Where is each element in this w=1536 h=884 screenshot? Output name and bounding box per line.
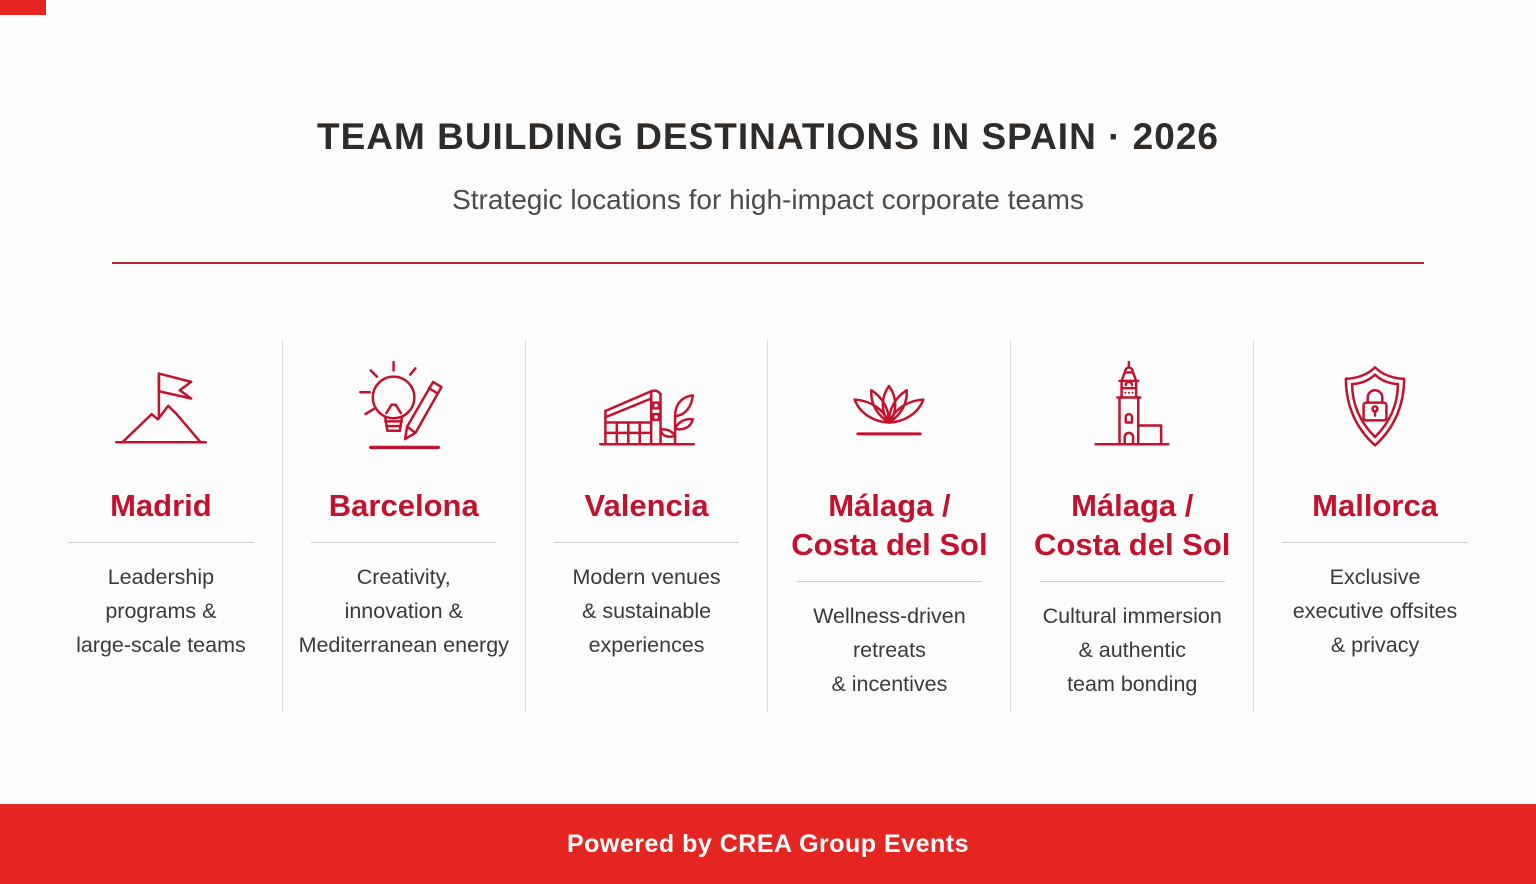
destination-name-divider (1282, 542, 1468, 544)
page-subtitle: Strategic locations for high-impact corp… (452, 184, 1084, 215)
destination-column: Barcelona Creativity, innovation & Mediter… (281, 340, 525, 712)
destination-column: Valencia Modern venues & sustainable exper… (524, 340, 768, 712)
footer-credit-text: Powered by CREA Group Events (566, 829, 970, 858)
destination-description: Creativity, innovation & Mediterranean ene… (298, 565, 509, 657)
destination-icon-box (776, 358, 1002, 464)
destinations-row: Madrid Leadership programs & large-scale t… (40, 340, 1496, 712)
destination-name-divider (1039, 581, 1225, 583)
destination-column: Mallorca Exclusive executive offsites & pr… (1253, 340, 1496, 712)
destination-column: Málaga / Costa del Sol Cultural immersion… (1010, 340, 1253, 712)
destination-icon-box (48, 358, 274, 464)
header: TEAM BUILDING DESTINATIONS IN SPAIN · 20… (0, 0, 1536, 216)
destination-icon-box (534, 358, 760, 464)
destination-name-divider (311, 542, 497, 544)
top-left-accent-mark (0, 0, 46, 15)
shield-lock-icon (1317, 359, 1433, 463)
destination-name-divider (796, 581, 982, 583)
destination-name: Mallorca (1312, 488, 1438, 523)
destination-name: Valencia (584, 488, 709, 523)
header-divider-rule (112, 262, 1424, 264)
destination-name: Málaga / Costa del Sol (791, 488, 988, 563)
footer-band: Powered by CREA Group Events (0, 804, 1536, 884)
page-title: TEAM BUILDING DESTINATIONS IN SPAIN · 20… (317, 116, 1219, 157)
destination-name: Madrid (110, 488, 212, 523)
destination-description: Cultural immersion & authentic team bondin… (1042, 604, 1222, 697)
lightbulb-and-pencil-icon (346, 359, 462, 463)
destination-name: Málaga / Costa del Sol (1034, 488, 1231, 563)
destination-name-divider (553, 542, 740, 544)
sustainable-building-icon (589, 359, 705, 463)
destination-icon-box (1262, 358, 1488, 464)
destination-description: Wellness-driven retreats & incentives (813, 604, 966, 697)
flag-on-mountain-icon (103, 359, 219, 463)
destination-icon-box (291, 358, 517, 464)
destination-name: Barcelona (328, 488, 479, 523)
tower-icon (1074, 359, 1190, 463)
destination-description: Leadership programs & large-scale teams (76, 565, 246, 657)
destination-name-divider (68, 542, 254, 544)
destination-icon-box (1019, 358, 1245, 464)
destination-description: Exclusive executive offsites & privacy (1292, 565, 1458, 657)
destination-column: Madrid Leadership programs & large-scale t… (40, 340, 282, 712)
lotus-icon (831, 359, 947, 463)
destination-column: Málaga / Costa del Sol Wellness-driven ret… (767, 340, 1010, 712)
destination-description: Modern venues & sustainable experiences (572, 565, 721, 657)
